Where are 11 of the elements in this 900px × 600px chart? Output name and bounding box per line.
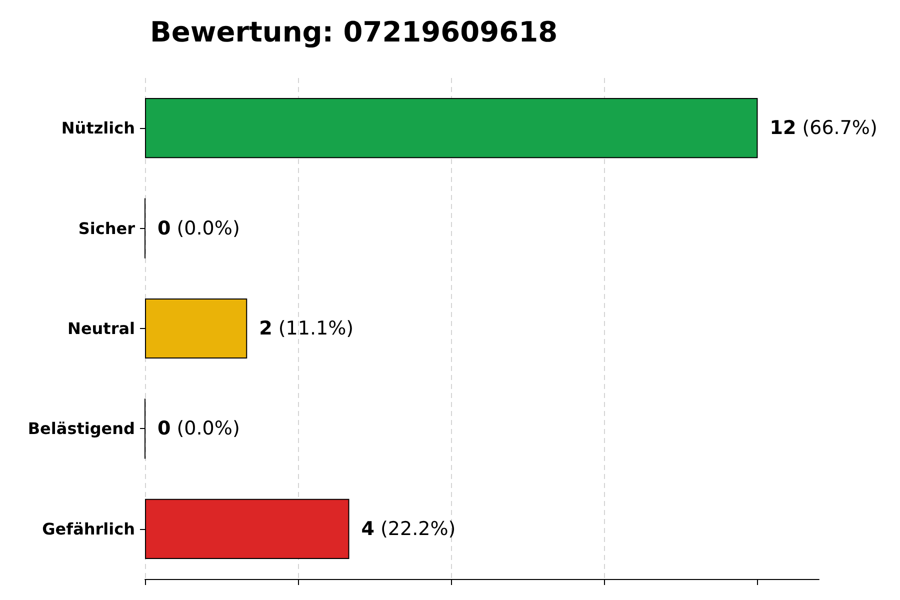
data-label: 0 (0.0%) [158,217,240,240]
y-tick-label: Belästigend [28,419,135,438]
data-label: 0 (0.0%) [158,418,240,440]
y-tick-label: Neutral [68,319,135,338]
chart-title: Bewertung: 07219609618 [150,16,558,48]
y-tick-label: Sicher [78,218,136,238]
y-tick-label: Nützlich [61,118,135,138]
data-label: 2 (11.1%) [259,318,354,340]
data-label: 12 (66.7%) [770,117,878,140]
y-tick-label: Gefährlich [42,519,135,538]
data-label: 4 (22.2%) [361,518,456,540]
